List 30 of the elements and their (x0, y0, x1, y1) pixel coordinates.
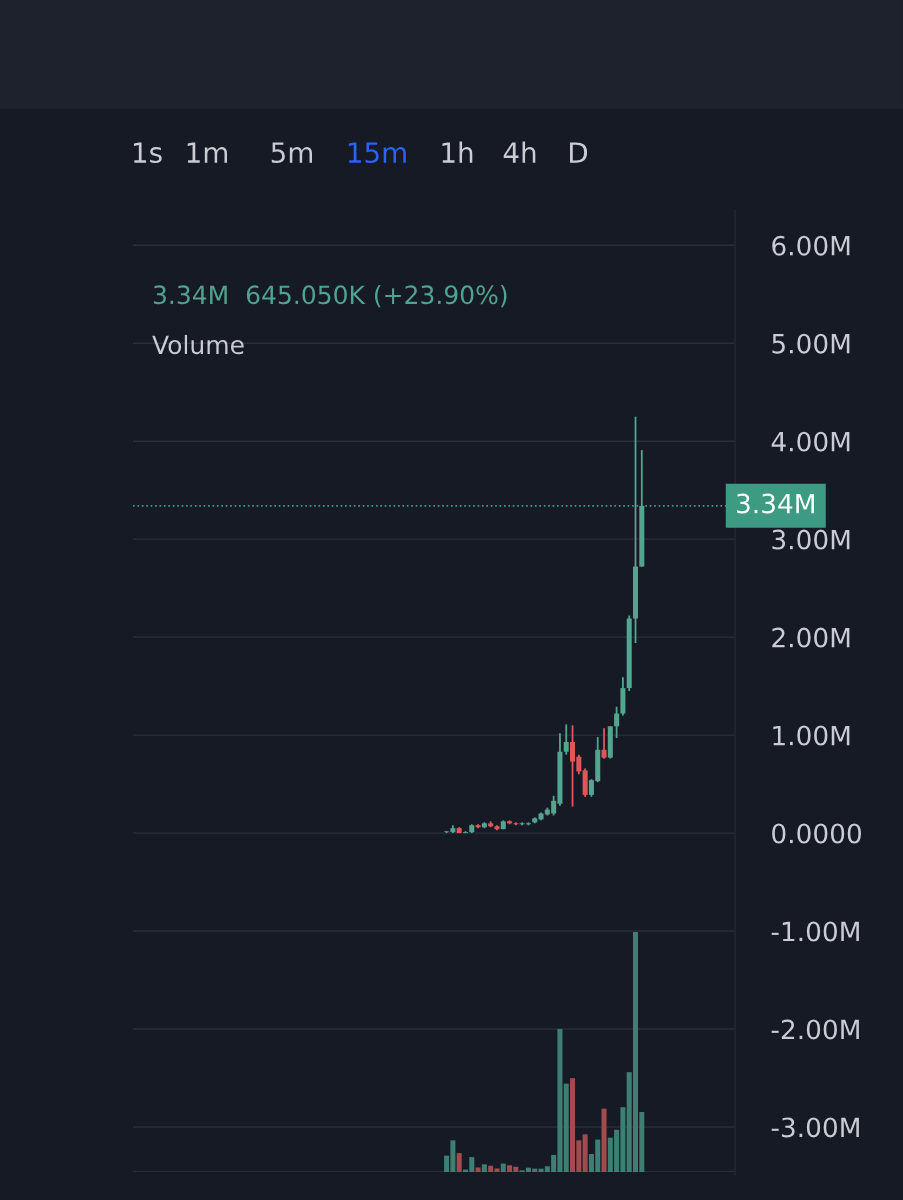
bar (500, 1163, 506, 1172)
y-tick-label: -1.00M (771, 921, 859, 942)
y-tick-label: 1.00M (773, 725, 850, 746)
text: 1s (133, 142, 162, 164)
text: Volume (152, 334, 244, 355)
text: 1m (187, 142, 228, 163)
candlestick (563, 723, 569, 756)
y-tick-label: -2.00M (771, 1019, 859, 1040)
y-tick-label: 6.00M (772, 235, 850, 256)
ref-line-label: 3.34M (737, 493, 814, 514)
y-tick-label: 5.00M (772, 333, 850, 354)
y-tick-label: 4.00M (771, 431, 850, 452)
y-tick-label: 0.0000 (772, 823, 861, 844)
bar (563, 1083, 569, 1172)
text: 15m (348, 142, 406, 164)
bar (582, 1134, 588, 1172)
bar (481, 1164, 487, 1172)
candlestick (614, 705, 620, 739)
bar (601, 1108, 607, 1172)
y-tick-label: -3.00M (771, 1117, 859, 1138)
bar (475, 1167, 481, 1172)
text: 1h (442, 141, 473, 163)
annotation: 3.34M 645.050K (+23.90%) (153, 284, 507, 308)
text: 5m (271, 142, 313, 164)
y-tick-label: 3.00M (772, 529, 850, 550)
bar (456, 1153, 462, 1172)
text: 4h (503, 141, 536, 163)
candlestick (601, 727, 607, 760)
y-tick-label: 2.00M (772, 627, 850, 648)
text: D (570, 142, 588, 163)
